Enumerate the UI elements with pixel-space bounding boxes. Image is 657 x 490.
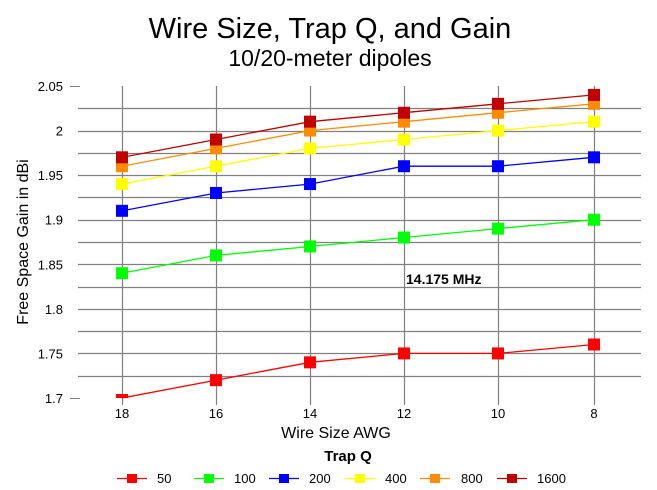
data-point <box>210 249 222 262</box>
x-tick-label: 8 <box>590 406 597 421</box>
legend-label-50: 50 <box>157 471 171 486</box>
data-point <box>304 356 316 369</box>
legend-title: Trap Q <box>324 448 372 465</box>
data-point <box>588 115 600 128</box>
x-tick-label: 10 <box>491 406 505 421</box>
series-50 <box>116 338 600 399</box>
data-point <box>210 133 222 146</box>
legend-marker-100 <box>204 474 214 483</box>
series-line <box>121 219 595 274</box>
x-tick-label: 18 <box>115 406 129 421</box>
data-point <box>304 178 316 191</box>
data-point <box>398 231 410 244</box>
data-point <box>116 151 128 164</box>
data-point <box>398 160 410 173</box>
y-axis-label: Free Space Gain in dBi <box>15 159 32 324</box>
x-axis-ticks: 18 16 14 12 10 8 <box>115 406 598 421</box>
y-tick-label: 1.85 <box>38 257 63 272</box>
y-axis-ticks: 2.05 2 1.95 1.9 1.85 1.8 1.75 1.7 <box>38 79 63 406</box>
series-group <box>116 88 600 399</box>
data-point <box>116 394 128 398</box>
legend-marker-400 <box>355 474 365 483</box>
series-line <box>121 343 595 399</box>
legend-label-400: 400 <box>385 471 407 486</box>
chart-title: Wire Size, Trap Q, and Gain <box>149 13 512 45</box>
series-line <box>121 156 595 212</box>
data-point <box>210 374 222 387</box>
data-point <box>492 97 504 110</box>
x-tick-label: 16 <box>209 406 223 421</box>
frequency-annotation: 14.175 MHz <box>406 271 481 287</box>
data-point <box>588 151 600 164</box>
legend-label-800: 800 <box>461 471 483 486</box>
data-point <box>210 186 222 199</box>
series-200 <box>116 151 600 217</box>
y-tick-label: 1.95 <box>38 168 63 183</box>
data-point <box>588 338 600 351</box>
data-point <box>398 133 410 146</box>
x-tick-label: 14 <box>303 406 317 421</box>
data-point <box>210 160 222 173</box>
data-point <box>116 178 128 191</box>
data-point <box>304 240 316 253</box>
data-point <box>492 222 504 235</box>
data-point <box>116 267 128 280</box>
y-tick-label: 2.05 <box>38 79 63 94</box>
legend: 50 100 200 400 800 1600 <box>117 471 566 486</box>
data-point <box>304 142 316 155</box>
legend-marker-50 <box>127 474 137 483</box>
data-point <box>492 124 504 137</box>
series-1600 <box>116 88 600 164</box>
y-tick-label: 1.9 <box>45 213 63 228</box>
x-tick-label: 12 <box>397 406 411 421</box>
chart-subtitle: 10/20-meter dipoles <box>228 45 431 71</box>
series-400 <box>116 115 600 191</box>
legend-marker-800 <box>430 474 440 483</box>
data-point <box>398 347 410 360</box>
y-tick-label: 2 <box>56 124 63 139</box>
data-point <box>588 88 600 101</box>
data-point <box>492 347 504 360</box>
series-100 <box>116 213 600 280</box>
legend-label-1600: 1600 <box>537 471 566 486</box>
y-tick-label: 1.7 <box>45 391 63 406</box>
series-line <box>121 121 595 185</box>
legend-marker-1600 <box>507 474 517 483</box>
data-point <box>116 204 128 217</box>
y-tick-label: 1.8 <box>45 302 63 317</box>
grid <box>70 86 641 405</box>
data-point <box>588 213 600 226</box>
legend-marker-200 <box>279 474 289 483</box>
legend-label-100: 100 <box>234 471 256 486</box>
series-line <box>121 94 595 158</box>
series-line <box>121 103 595 167</box>
data-point <box>398 106 410 119</box>
x-axis-label: Wire Size AWG <box>281 425 391 442</box>
legend-label-200: 200 <box>309 471 331 486</box>
y-tick-label: 1.75 <box>38 346 63 361</box>
data-point <box>304 115 316 128</box>
data-point <box>492 160 504 173</box>
